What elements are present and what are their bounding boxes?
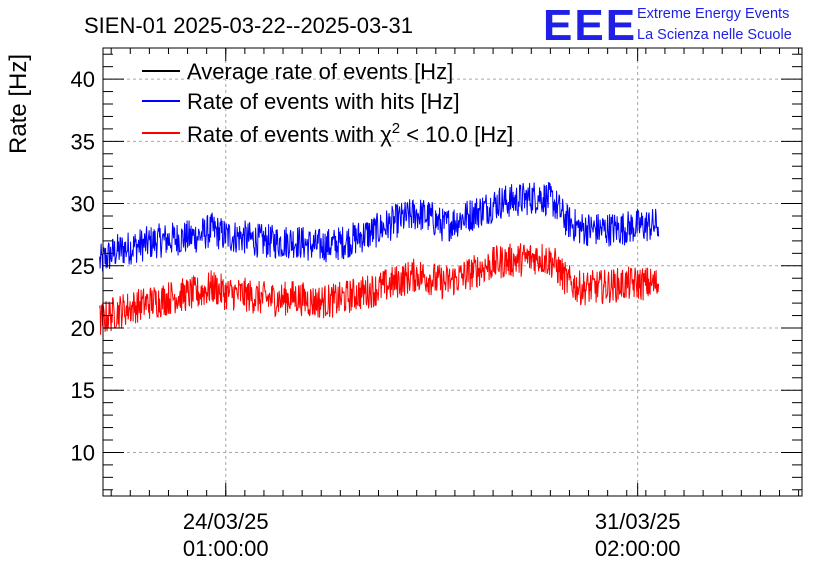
legend-label-chi2: Rate of events with χ2 < 10.0 [Hz] [187,120,513,147]
plot-area-border [102,47,803,497]
legend-chi2-main: Rate of events with χ [187,122,392,147]
eee-logo: EEE [543,1,637,50]
y-tick-label: 30 [71,192,95,217]
legend: Average rate of events [Hz] Rate of even… [142,59,513,147]
eee-subtitle-line2: La Scienza nelle Scuole [637,27,792,43]
x-tick-label-date: 24/03/25 [183,509,269,534]
legend-label-hits: Rate of events with hits [Hz] [187,89,460,114]
plot-frame [102,47,803,497]
x-tick-label-date: 31/03/25 [595,509,681,534]
y-tick-label: 20 [71,316,95,341]
y-tick-label: 25 [71,254,95,279]
x-tick-label-time: 01:00:00 [183,536,269,561]
legend-chi2-sup: 2 [392,120,400,137]
y-tick-labels: 10 15 20 25 30 35 40 [71,67,95,465]
y-axis-label: Rate [Hz] [5,54,32,154]
chart-title: SIEN-01 2025-03-22--2025-03-31 [84,13,413,38]
series-layer [99,182,660,335]
eee-subtitle-line1: Extreme Energy Events [637,6,789,22]
axis-ticks [103,48,802,496]
y-tick-label: 35 [71,129,95,154]
x-tick-label-time: 02:00:00 [595,536,681,561]
y-tick-label: 40 [71,67,95,92]
series-chi2-line [99,243,660,335]
series-hits-line [99,182,660,272]
legend-label-average: Average rate of events [Hz] [187,59,453,84]
legend-chi2-rest: < 10.0 [Hz] [400,122,513,147]
y-tick-label: 15 [71,378,95,403]
y-tick-label: 10 [71,440,95,465]
